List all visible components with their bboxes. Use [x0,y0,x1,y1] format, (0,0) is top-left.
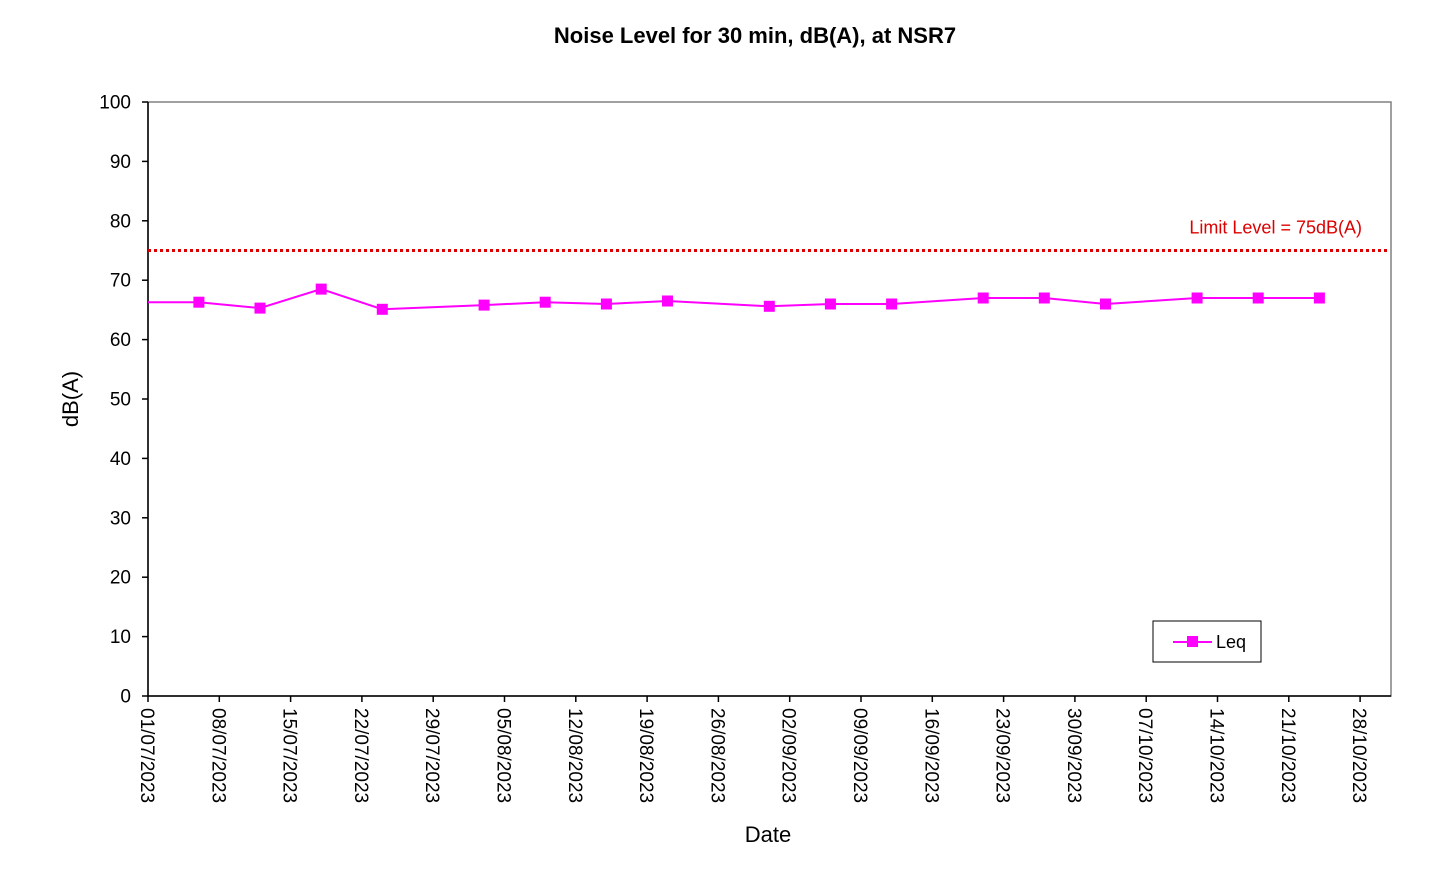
y-tick-label: 10 [110,627,131,648]
legend-marker-swatch [1187,636,1198,647]
x-tick-label: 02/09/2023 [778,708,799,803]
y-tick-label: 80 [110,211,131,232]
y-tick-label: 60 [110,330,131,351]
x-tick-label: 16/09/2023 [920,708,941,803]
data-point-marker [886,298,898,310]
y-tick-label: 100 [99,93,131,114]
y-tick-label: 90 [110,152,131,173]
data-point-marker [539,296,551,308]
x-tick-label: 21/10/2023 [1277,708,1298,803]
y-axis-label: dB(A) [58,371,83,427]
series-line-leq [148,288,1320,311]
data-point-marker [1252,292,1264,304]
y-tick-label: 50 [110,390,131,411]
data-point-marker [600,298,612,310]
data-point-marker [1191,292,1203,304]
data-point-marker [254,302,266,314]
y-tick-label: 40 [110,449,131,470]
reference-lines: Limit Level = 75dB(A) [148,218,1387,252]
x-tick-label: 12/08/2023 [564,708,585,803]
y-tick-label: 20 [110,568,131,589]
x-tick-label: 19/08/2023 [635,708,656,803]
plot-area [147,101,1392,697]
y-tick-label: 70 [110,271,131,292]
x-tick-label: 28/10/2023 [1348,708,1369,803]
chart-title: Noise Level for 30 min, dB(A), at NSR7 [554,23,956,48]
y-tick-label: 30 [110,508,131,529]
limit-level-label: Limit Level = 75dB(A) [1189,218,1362,238]
data-point-marker [1100,298,1111,310]
data-point-marker [376,303,388,315]
x-tick-label: 08/07/2023 [207,708,228,803]
data-point-marker [1313,292,1325,304]
x-tick-label: 29/07/2023 [421,708,442,803]
x-tick-label: 23/09/2023 [992,708,1013,803]
x-tick-label: 30/09/2023 [1063,708,1084,803]
data-point-marker [193,296,205,308]
x-tick-label: 22/07/2023 [350,708,371,803]
legend-entry-leq: Leq [1216,632,1246,652]
x-tick-label: 15/07/2023 [279,708,300,803]
x-tick-label: 05/08/2023 [493,708,514,803]
data-point-marker [478,299,490,311]
x-tick-label: 14/10/2023 [1206,708,1227,803]
y-tick-label: 0 [120,687,131,708]
data-point-marker [763,300,775,312]
data-point-marker [977,292,989,304]
x-tick-label: 01/07/2023 [136,708,157,803]
x-axis-label: Date [745,822,791,847]
data-point-marker [1038,292,1050,304]
data-point-marker [662,295,673,307]
data-point-marker [315,283,327,295]
x-tick-label: 26/08/2023 [706,708,727,803]
legend: Leq [1152,620,1262,663]
x-axis-ticks: 01/07/2023 08/07/2023 15/07/2023 22/07/2023… [136,696,1369,803]
x-tick-label: 09/09/2023 [849,708,870,803]
series-layer [148,283,1325,315]
x-tick-label: 07/10/2023 [1134,708,1155,803]
y-axis-ticks: 0 10 20 30 40 50 60 70 80 90 100 [99,93,148,708]
data-point-marker [824,298,836,310]
